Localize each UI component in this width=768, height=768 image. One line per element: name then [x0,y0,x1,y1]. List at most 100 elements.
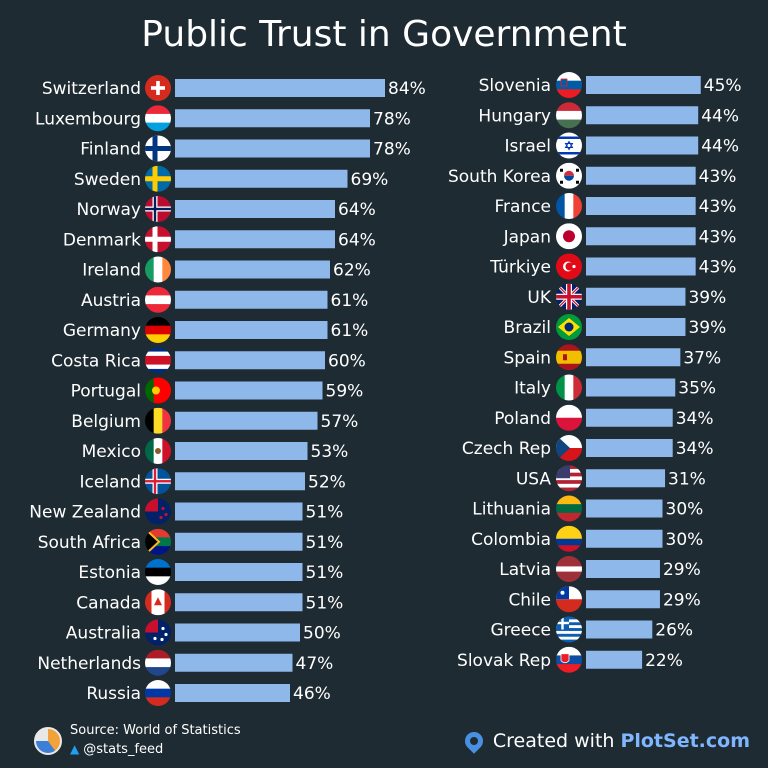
plotset-logo-icon [461,728,487,754]
value-label-austria: 61% [331,291,369,311]
country-label-luxembourg: Luxembourg [35,109,141,129]
costa-rica-flag-icon [145,347,171,374]
south-korea-flag-icon [556,162,582,189]
value-label-portugal: 59% [326,382,364,402]
country-label-czech-rep: Czech Rep [462,439,551,459]
belgium-flag-icon [145,407,171,434]
new-zealand-flag-icon [145,498,171,525]
twitter-bird-icon: ▲ [70,742,80,756]
value-label-finland: 78% [373,140,411,160]
russia-flag-icon [145,680,171,706]
country-label-brazil: Brazil [504,318,551,338]
value-label-iceland: 52% [308,472,346,492]
country-label-south-korea: South Korea [448,167,551,187]
value-label-ireland: 62% [333,261,371,281]
chart-title: Public Trust in Government [141,14,627,55]
country-label-lithuania: Lithuania [472,500,551,520]
country-label-t-rkiye: Türkiye [489,258,551,278]
value-label-estonia: 51% [306,563,344,583]
bar-japan [586,227,696,246]
bar-luxembourg [175,109,370,128]
country-label-costa-rica: Costa Rica [51,351,141,371]
value-label-brazil: 39% [688,318,726,338]
value-label-hungary: 44% [701,106,739,126]
bar-israel [586,136,699,155]
value-label-czech-rep: 34% [676,439,714,459]
bar-austria [175,290,328,309]
south-africa-flag-icon [145,528,171,555]
country-label-austria: Austria [81,291,141,311]
country-label-australia: Australia [66,624,141,644]
brazil-flag-icon [556,314,582,340]
bar-russia [175,684,290,702]
value-label-switzerland: 84% [388,79,426,99]
bar-south-africa [175,532,303,551]
value-label-chile: 29% [663,590,701,610]
bar-hungary [586,106,699,125]
country-label-canada: Canada [76,593,141,613]
italy-flag-icon [556,374,582,401]
country-label-portugal: Portugal [71,382,141,402]
lithuania-flag-icon [556,495,582,522]
value-label-germany: 61% [331,321,369,341]
bar-costa-rica [175,351,325,370]
value-label-t-rkiye: 43% [699,258,737,278]
sweden-flag-icon [145,165,171,192]
country-label-ireland: Ireland [82,261,141,281]
bar-iceland [175,472,305,491]
country-label-switzerland: Switzerland [42,79,141,99]
slovak-rep-flag-icon [556,646,582,673]
value-label-slovenia: 45% [704,76,742,96]
t-rkiye-flag-icon [556,253,582,280]
country-label-south-africa: South Africa [38,533,141,553]
bar-germany [175,321,328,339]
country-label-germany: Germany [63,321,141,341]
country-label-colombia: Colombia [471,530,551,550]
value-label-mexico: 53% [311,442,349,462]
value-label-poland: 34% [676,409,714,429]
country-label-spain: Spain [504,348,552,368]
bar-denmark [175,230,335,249]
japan-flag-icon [556,223,582,250]
latvia-flag-icon [556,556,582,582]
value-label-russia: 46% [293,684,331,704]
hungary-flag-icon [556,102,582,129]
bar-new-zealand [175,502,303,521]
bar-poland [586,408,673,427]
value-label-netherlands: 47% [296,654,334,674]
bar-mexico [175,442,308,460]
country-label-israel: Israel [505,137,551,157]
value-label-sweden: 69% [351,170,389,190]
value-label-south-africa: 51% [306,533,344,553]
value-label-denmark: 64% [338,230,376,250]
created-with-text: Created with [492,730,615,752]
country-label-slovenia: Slovenia [479,76,551,96]
value-label-new-zealand: 51% [306,503,344,523]
value-label-belgium: 57% [321,412,359,432]
usa-flag-icon [556,465,582,492]
value-label-latvia: 29% [663,560,701,580]
chile-flag-icon [556,586,582,613]
canada-flag-icon [145,589,171,616]
country-label-poland: Poland [494,409,551,429]
bar-belgium [175,411,318,430]
country-label-netherlands: Netherlands [37,654,141,674]
germany-flag-icon [145,317,171,343]
slovenia-flag-icon [556,72,582,98]
poland-flag-icon [556,404,582,431]
country-label-belgium: Belgium [71,412,141,432]
austria-flag-icon [145,286,171,313]
bar-chile [586,590,660,609]
country-label-italy: Italy [514,379,551,399]
bar-south-korea [586,166,696,185]
bar-france [586,197,696,215]
bar-switzerland [175,79,385,97]
bar-australia [175,623,300,642]
value-label-costa-rica: 60% [328,351,366,371]
value-label-canada: 51% [306,593,344,613]
greece-flag-icon [556,616,582,643]
bar-norway [175,200,335,218]
bar-sweden [175,169,348,188]
country-label-mexico: Mexico [82,442,141,462]
